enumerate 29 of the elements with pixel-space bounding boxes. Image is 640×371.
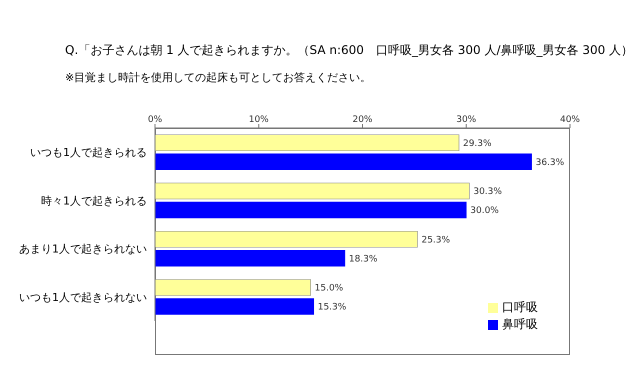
bar (155, 279, 311, 296)
chart-title: Q.「お子さんは朝 1 人で起きられますか。（SA n:600 口呼吸_男女各 300 人/鼻呼吸_男女各 300 人） (65, 42, 634, 59)
legend-label: 口呼吸 (502, 300, 538, 314)
y-tick-label: 時々1人で起きられる (41, 194, 147, 208)
bar (155, 153, 532, 170)
legend-label: 鼻呼吸 (502, 317, 538, 331)
chart-subtitle: ※目覚まし時計を使用しての起床も可としてお答えください。 (65, 70, 372, 85)
data-label: 15.0% (314, 284, 344, 294)
bar (155, 230, 418, 248)
x-tick-label: 10% (248, 115, 270, 125)
data-label: 25.3% (421, 235, 451, 246)
y-tick-label: いつも1人で起きられる (30, 146, 147, 160)
data-label: 18.3% (348, 254, 378, 264)
x-tick-label: 30% (456, 115, 477, 125)
bar (155, 134, 460, 152)
y-tick-label: あまり1人で起きられない (19, 242, 147, 256)
data-label: 30.0% (470, 206, 500, 216)
bar (155, 298, 314, 315)
data-label: 29.3% (462, 138, 492, 149)
y-tick-label: いつも1人で起きられない (19, 290, 147, 304)
bar (155, 182, 470, 200)
data-label: 15.3% (318, 302, 347, 313)
data-label: 36.3% (536, 158, 565, 168)
data-label: 30.3% (473, 187, 502, 198)
x-tick-label: 0% (148, 115, 163, 125)
bar (155, 250, 346, 267)
x-tick-label: 20% (352, 115, 373, 125)
bar (155, 202, 467, 218)
x-tick-label: 40% (560, 115, 580, 125)
